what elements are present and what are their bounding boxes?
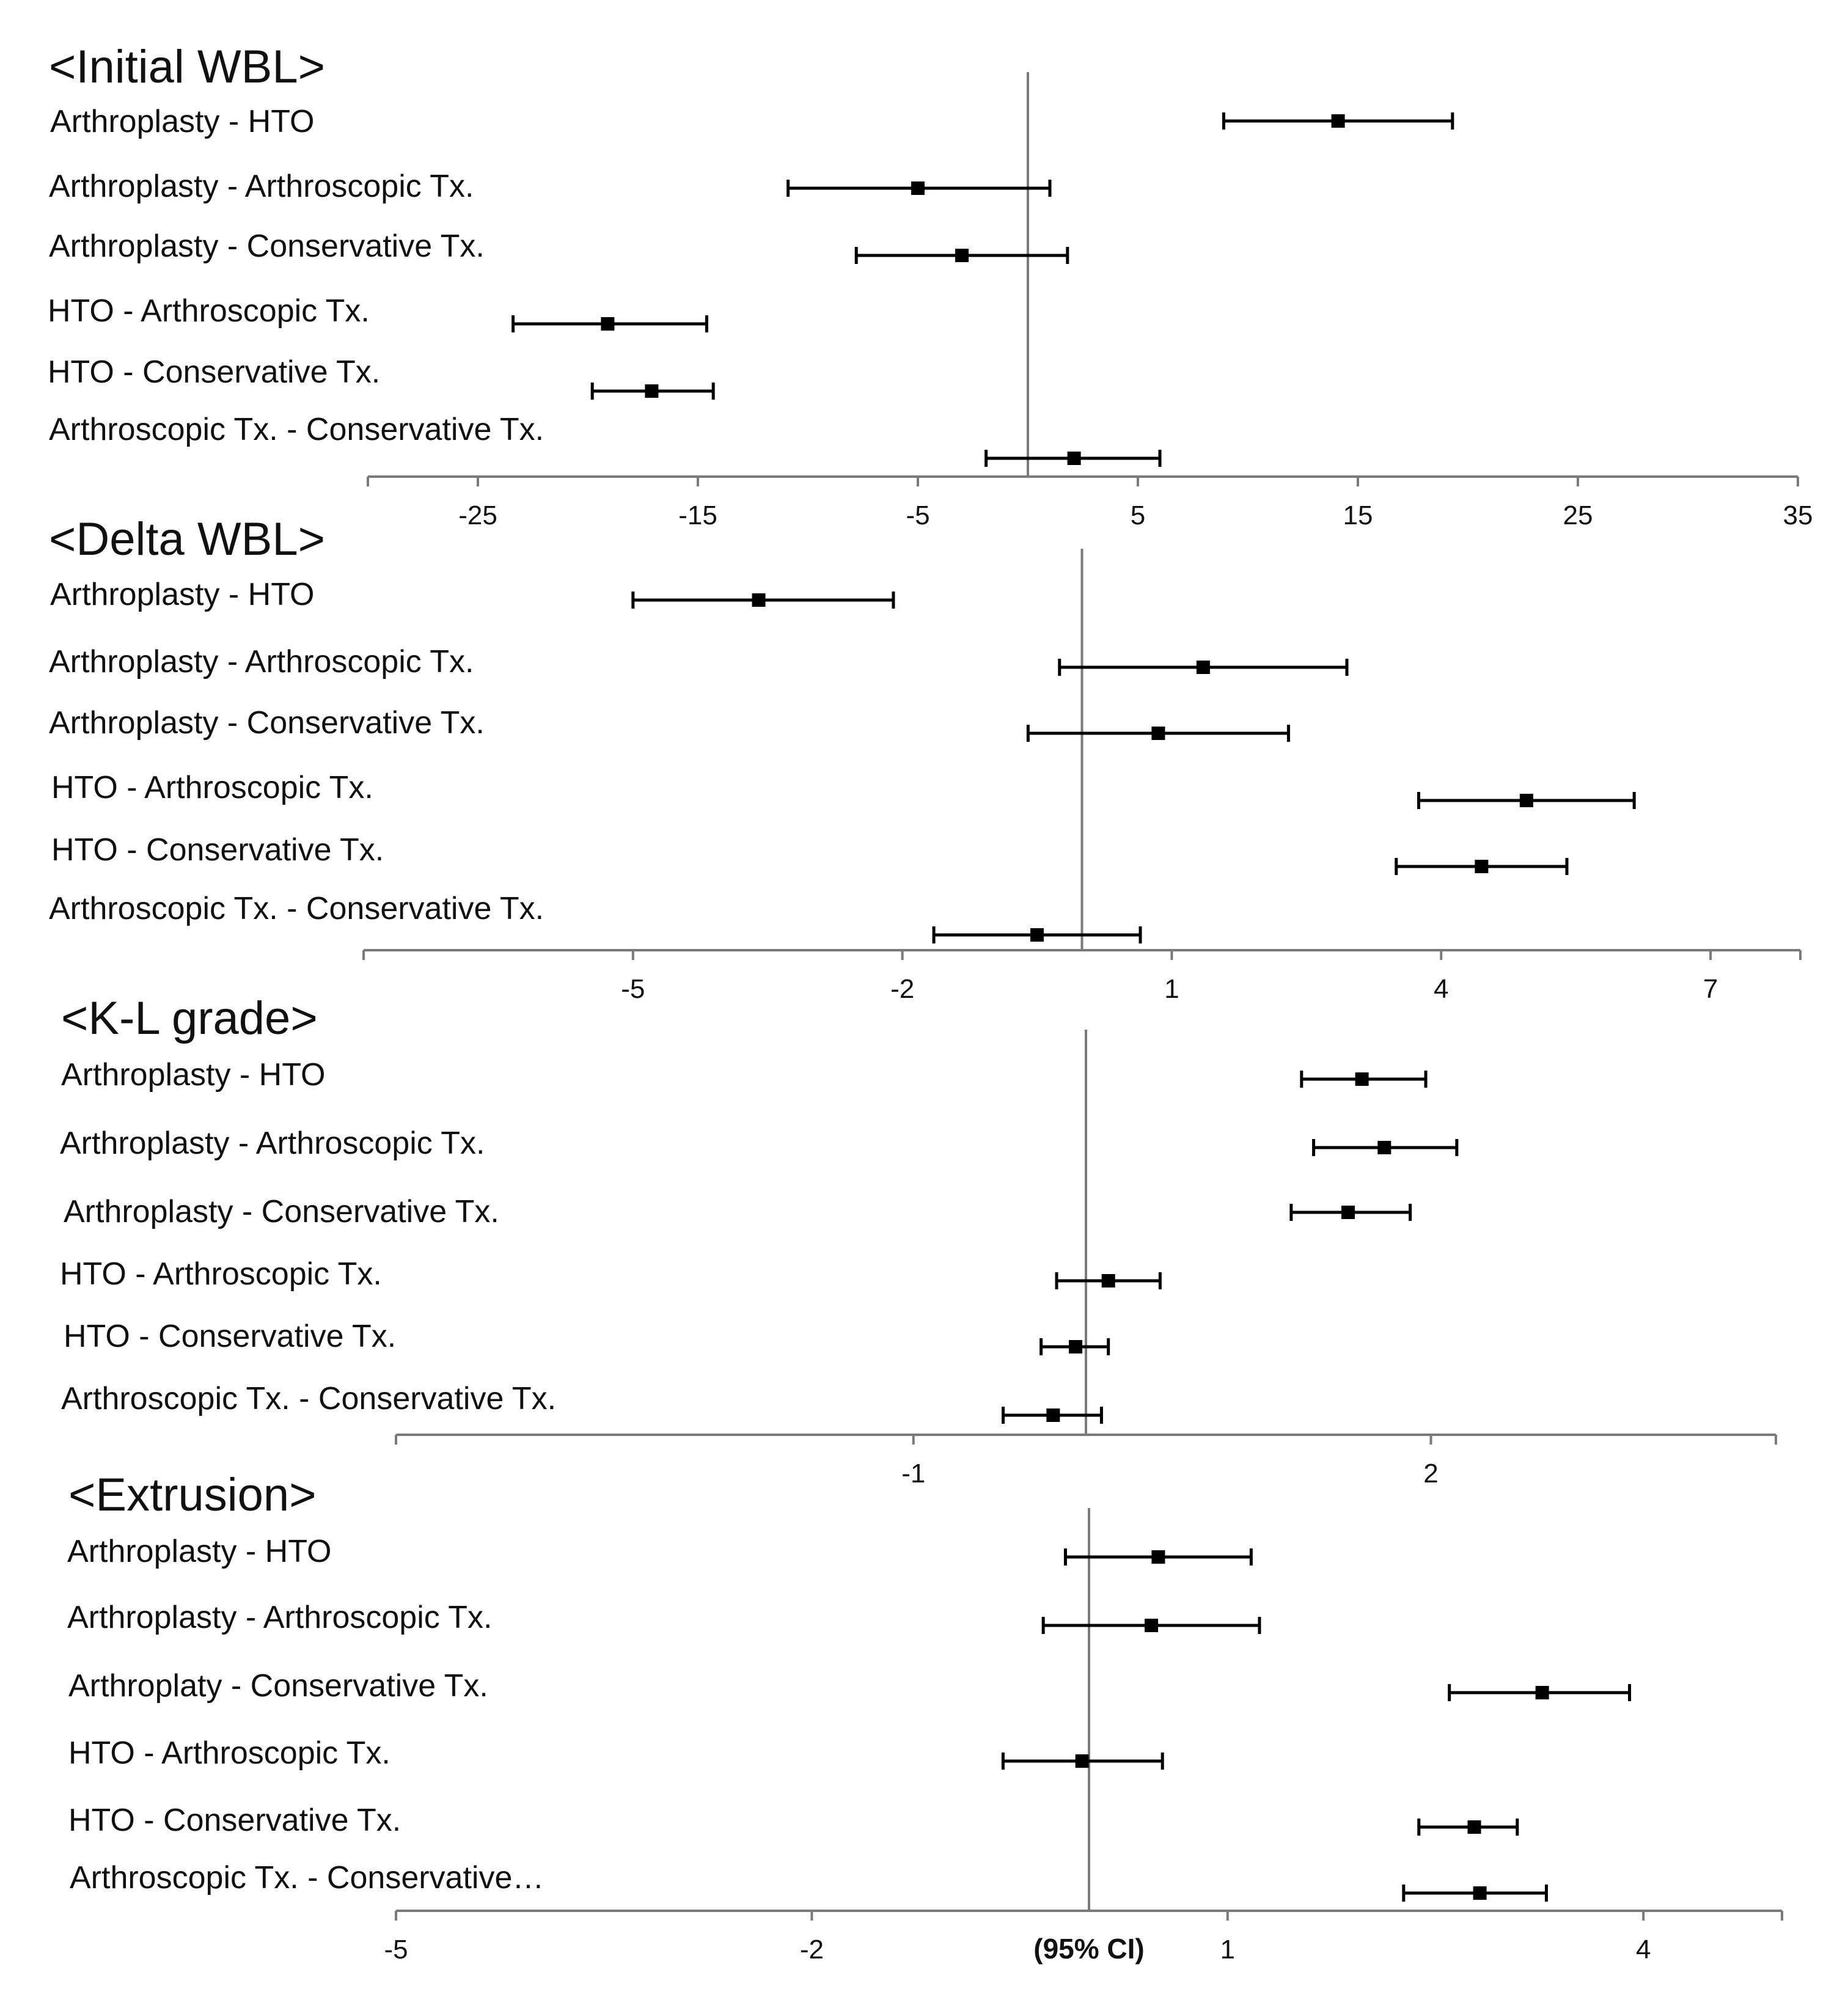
point-estimate — [1196, 661, 1210, 674]
comparison-label: HTO - Conservative Tx. — [48, 354, 380, 390]
x-tick-label: 5 — [1131, 500, 1145, 530]
x-tick-label: 1 — [1164, 974, 1179, 1004]
point-estimate — [955, 249, 969, 262]
point-estimate — [1101, 1274, 1115, 1288]
x-tick-label: -25 — [458, 500, 497, 530]
comparison-label: Arthroscopic Tx. - Conservative Tx. — [61, 1381, 556, 1416]
comparison-label: Arthroplasty - HTO — [50, 104, 314, 139]
comparison-label: HTO - Arthroscopic Tx. — [68, 1735, 391, 1771]
comparison-label: Arthroscopic Tx. - Conservative Tx. — [49, 891, 544, 926]
comparison-label: HTO - Conservative Tx. — [64, 1319, 396, 1354]
x-axis-caption: (95% CI) — [1033, 1933, 1144, 1965]
comparison-label: HTO - Arthroscopic Tx. — [48, 293, 370, 329]
comparison-label: Arthroplasty - Arthroscopic Tx. — [60, 1126, 485, 1161]
point-estimate — [1331, 114, 1345, 128]
comparison-label: Arthroplasty - Arthroscopic Tx. — [49, 169, 474, 204]
x-tick-label: 35 — [1783, 500, 1813, 530]
comparison-label: HTO - Conservative Tx. — [68, 1803, 401, 1838]
point-estimate — [1030, 928, 1044, 942]
x-tick-label: -1 — [901, 1459, 925, 1489]
point-estimate — [752, 593, 766, 607]
comparison-label: Arthroplasty - Arthroscopic Tx. — [67, 1600, 493, 1635]
panel-title: <Delta WBL> — [49, 513, 325, 565]
x-tick-label: 2 — [1423, 1459, 1438, 1489]
panel-title: <K-L grade> — [61, 992, 318, 1044]
x-tick-label: 4 — [1636, 1935, 1651, 1965]
point-estimate — [1069, 1340, 1083, 1353]
point-estimate — [1473, 1886, 1487, 1900]
point-estimate — [1151, 1550, 1165, 1564]
point-estimate — [1046, 1408, 1060, 1422]
panel-title: <Extrusion> — [68, 1469, 317, 1521]
comparison-label: Arthroplasty - HTO — [67, 1534, 331, 1569]
point-estimate — [1067, 452, 1081, 465]
point-estimate — [1341, 1206, 1355, 1219]
panel-title: <Initial WBL> — [49, 41, 325, 93]
comparison-label: Arthroplaty - Conservative Tx. — [68, 1668, 488, 1704]
x-tick-label: 7 — [1703, 974, 1718, 1004]
x-tick-label: -2 — [800, 1935, 824, 1965]
point-estimate — [911, 181, 925, 195]
point-estimate — [1535, 1686, 1549, 1699]
comparison-label: Arthroscopic Tx. - Conservative… — [70, 1860, 544, 1896]
x-tick-label: 15 — [1343, 500, 1373, 530]
x-tick-label: -5 — [621, 974, 645, 1004]
comparison-label: Arthroplasty - Conservative Tx. — [49, 705, 485, 741]
point-estimate — [1467, 1820, 1481, 1834]
comparison-label: HTO - Arthroscopic Tx. — [60, 1256, 382, 1292]
point-estimate — [1377, 1141, 1392, 1154]
point-estimate — [1151, 727, 1165, 740]
x-tick-label: -5 — [384, 1935, 408, 1965]
point-estimate — [1355, 1072, 1369, 1086]
x-tick-label: -15 — [678, 500, 717, 530]
comparison-label: Arthroplasty - Conservative Tx. — [49, 229, 485, 264]
point-estimate — [1475, 860, 1489, 873]
comparison-label: Arthroplasty - Conservative Tx. — [64, 1194, 499, 1229]
point-estimate — [1075, 1754, 1089, 1768]
x-tick-label: 4 — [1434, 974, 1448, 1004]
comparison-label: Arthroplasty - Arthroscopic Tx. — [49, 644, 474, 679]
point-estimate — [645, 384, 659, 398]
comparison-label: HTO - Conservative Tx. — [51, 832, 384, 868]
point-estimate — [1145, 1619, 1159, 1632]
x-tick-label: -5 — [906, 500, 930, 530]
x-tick-label: -2 — [890, 974, 914, 1004]
comparison-label: Arthroscopic Tx. - Conservative Tx. — [49, 412, 544, 447]
x-tick-label: 1 — [1220, 1935, 1235, 1965]
point-estimate — [1519, 794, 1533, 807]
point-estimate — [601, 317, 615, 331]
comparison-label: Arthroplasty - HTO — [61, 1057, 325, 1093]
comparison-label: Arthroplasty - HTO — [50, 577, 314, 612]
x-tick-label: 25 — [1563, 500, 1593, 530]
comparison-label: HTO - Arthroscopic Tx. — [51, 770, 373, 805]
